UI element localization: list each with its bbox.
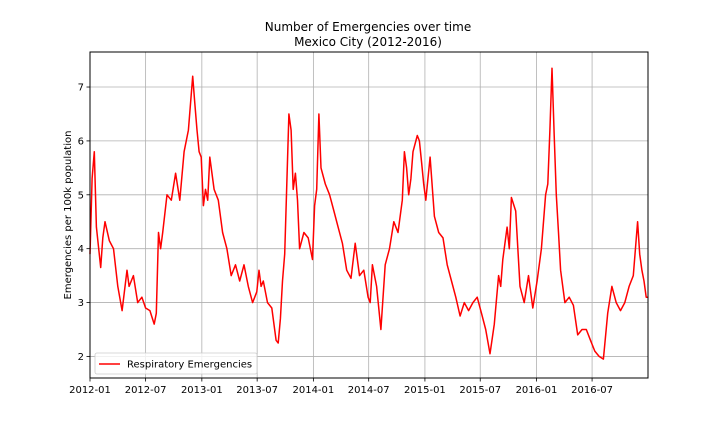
legend: Respiratory Emergencies bbox=[94, 352, 258, 375]
y-tick-label: 5 bbox=[78, 190, 84, 201]
x-tick-label: 2016-07 bbox=[571, 385, 613, 396]
y-axis-label: Emergencies per 100k population bbox=[63, 131, 74, 300]
x-tick-label: 2012-01 bbox=[69, 385, 111, 396]
chart-subtitle: Mexico City (2012-2016) bbox=[294, 35, 442, 49]
y-tick-label: 2 bbox=[78, 352, 84, 363]
x-tick-label: 2013-07 bbox=[236, 385, 278, 396]
y-tick-label: 3 bbox=[78, 298, 84, 309]
series-layer bbox=[89, 67, 648, 360]
x-tick-label: 2014-01 bbox=[292, 385, 334, 396]
legend-label: Respiratory Emergencies bbox=[127, 360, 252, 371]
legend-box bbox=[94, 352, 258, 375]
y-tick-label: 6 bbox=[78, 136, 84, 147]
x-tick-label: 2012-07 bbox=[125, 385, 167, 396]
y-axis: 2 3 4 5 6 7 bbox=[78, 83, 90, 363]
chart-title: Number of Emergencies over time bbox=[265, 20, 471, 34]
series-line-respiratory-emergencies bbox=[89, 67, 648, 360]
grid bbox=[89, 52, 648, 378]
x-tick-label: 2014-07 bbox=[348, 385, 390, 396]
x-tick-label: 2015-01 bbox=[404, 385, 446, 396]
x-axis: 2012-01 2012-07 2013-01 2013-07 2014-01 2014-… bbox=[69, 378, 613, 396]
y-tick-label: 7 bbox=[78, 83, 84, 94]
x-tick-label: 2013-01 bbox=[181, 385, 223, 396]
x-tick-label: 2015-07 bbox=[459, 385, 501, 396]
y-tick-label: 4 bbox=[78, 244, 84, 255]
x-tick-label: 2016-01 bbox=[516, 385, 558, 396]
